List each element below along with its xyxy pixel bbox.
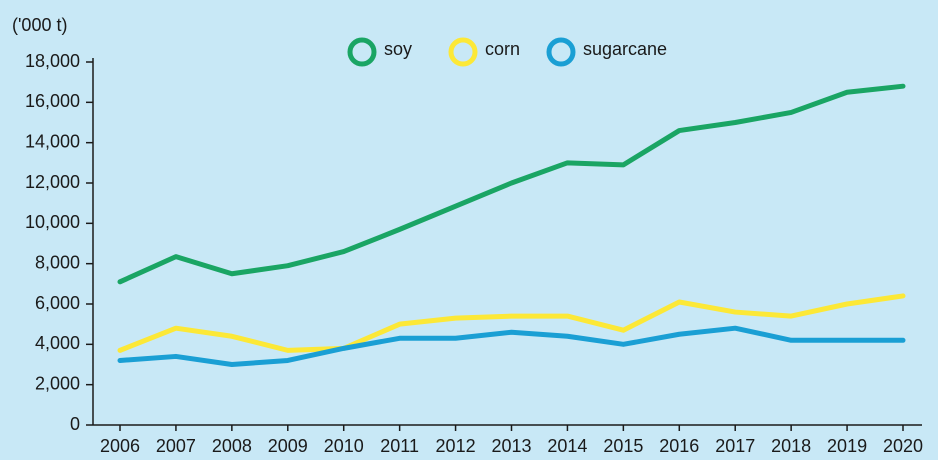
- x-tick-label: 2011: [380, 436, 419, 456]
- y-tick-label: 4,000: [35, 333, 80, 353]
- x-tick-label: 2006: [100, 436, 140, 456]
- legend-label: corn: [485, 39, 520, 59]
- y-tick-label: 10,000: [25, 212, 80, 232]
- x-tick-label: 2013: [491, 436, 531, 456]
- x-tick-label: 2008: [212, 436, 252, 456]
- x-tick-label: 2009: [268, 436, 308, 456]
- line-sugarcane: [117, 325, 906, 367]
- x-tick-label: 2010: [324, 436, 364, 456]
- legend-swatch: [546, 37, 576, 67]
- y-tick-label: 0: [70, 414, 80, 434]
- legend-label: sugarcane: [583, 39, 667, 59]
- y-tick-label: 18,000: [25, 51, 80, 71]
- x-tick-label: 2015: [603, 436, 643, 456]
- line-soy: [117, 83, 906, 285]
- x-tick-label: 2020: [883, 436, 923, 456]
- legend-label: soy: [384, 39, 412, 59]
- legend-swatch: [448, 37, 478, 67]
- y-axis-label: ('000 t): [12, 15, 67, 35]
- x-tick-label: 2014: [547, 436, 587, 456]
- y-tick-label: 6,000: [35, 293, 80, 313]
- y-tick-label: 16,000: [25, 91, 80, 111]
- x-tick-label: 2007: [156, 436, 196, 456]
- y-tick-label: 14,000: [25, 131, 80, 151]
- y-tick-label: 8,000: [35, 252, 80, 272]
- y-tick-label: 2,000: [35, 373, 80, 393]
- y-tick-label: 12,000: [25, 172, 80, 192]
- x-tick-label: 2018: [771, 436, 811, 456]
- x-tick-label: 2019: [827, 436, 867, 456]
- legend-swatch: [347, 37, 377, 67]
- x-tick-label: 2012: [436, 436, 476, 456]
- x-tick-label: 2016: [659, 436, 699, 456]
- x-tick-label: 2017: [715, 436, 755, 456]
- line-corn: [117, 293, 906, 353]
